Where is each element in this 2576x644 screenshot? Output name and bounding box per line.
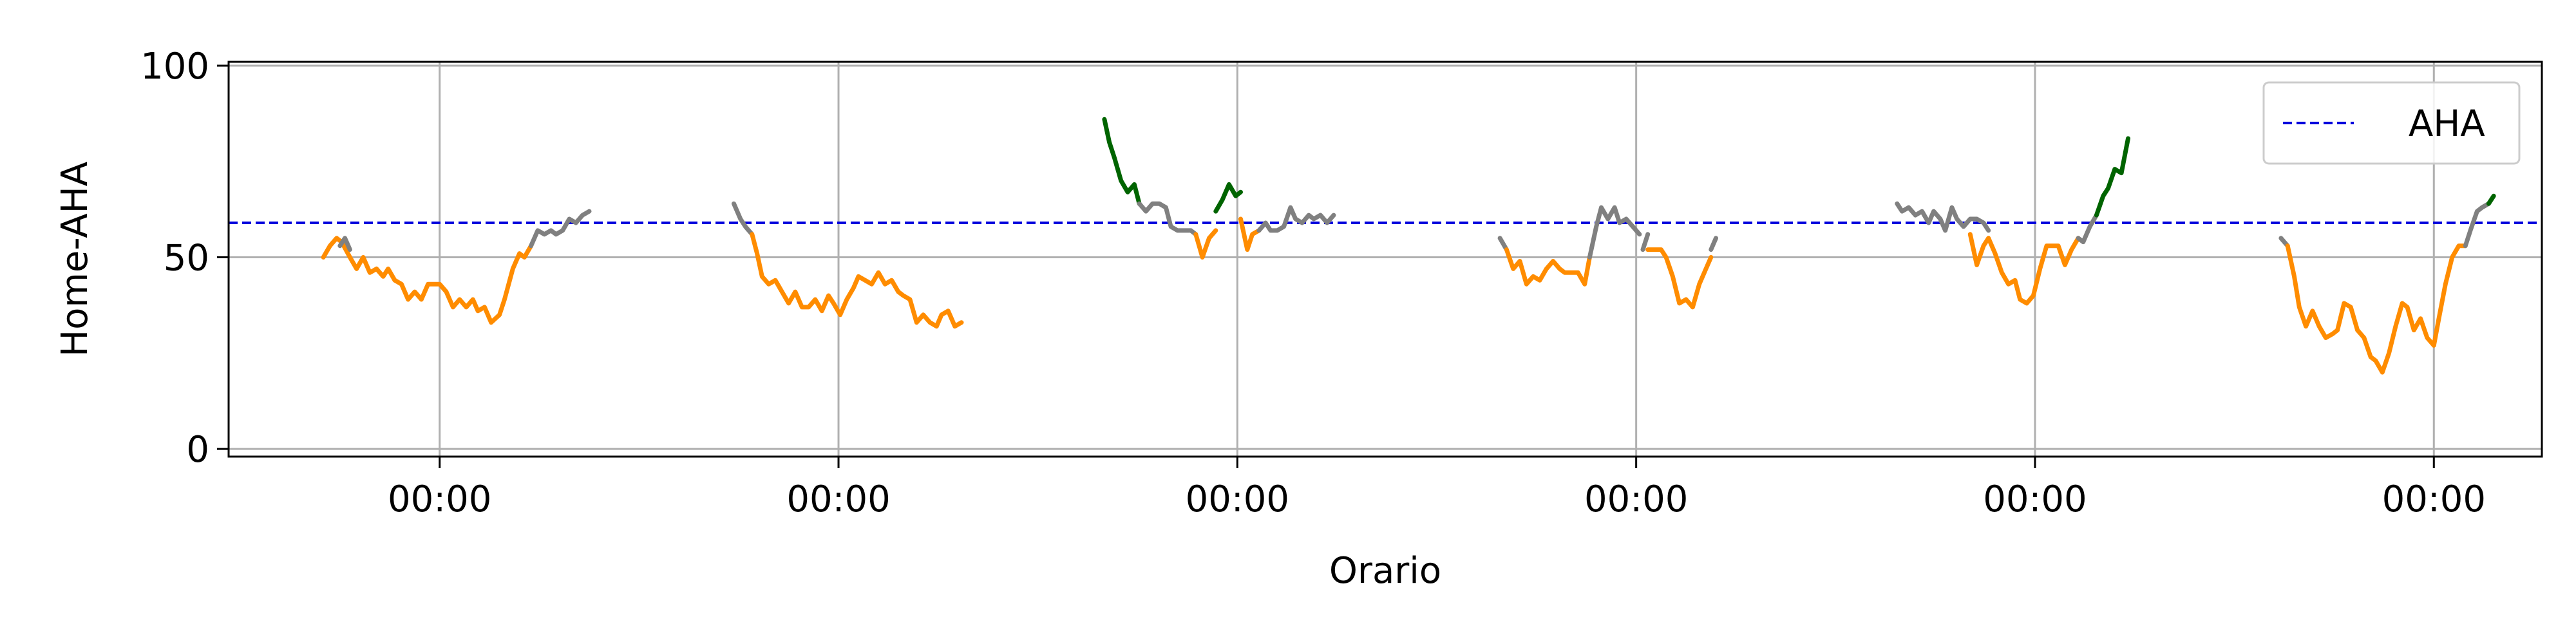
series-3-segment-5 [1238,216,1262,252]
series-6-segment-3 [2463,201,2491,249]
series-6-segment-2 [2285,243,2468,375]
series-5-segment-2 [1967,232,1991,267]
series-3-segment-3 [1193,228,1218,260]
series-group [321,117,2496,375]
x-tick-label-1: 00:00 [786,478,890,520]
y-tick-label-50: 50 [164,238,209,279]
series-2-segment-2 [750,232,964,329]
series-5-segment-5 [2094,136,2130,218]
x-tick-label-0: 00:00 [388,478,491,520]
x-tick-label-4: 00:00 [1983,478,2087,520]
x-tick-label-5: 00:00 [2382,478,2486,520]
series-1-segment-1 [321,236,534,325]
legend-label-aha: AHA [2409,103,2485,145]
y-axis-label: Home-AHA [54,162,96,357]
series-4-segment-2 [1504,247,1592,287]
y-tick-label-0: 0 [186,429,209,471]
plot-frame [227,61,2543,458]
series-4-segment-3 [1587,205,1642,260]
legend: AHA [2262,81,2521,165]
series-4-segment-5 [1645,247,1714,310]
series-5-segment-1 [1895,201,1991,233]
series-1-segment-3 [529,209,592,249]
series-4-segment-4 [1640,232,1651,252]
series-3-segment-4 [1213,182,1243,214]
series-3-segment-6 [1256,205,1336,233]
x-tick-label-2: 00:00 [1186,478,1289,520]
x-tick-label-3: 00:00 [1584,478,1688,520]
x-axis-ticks: 00:00 00:00 00:00 00:00 00:00 00:00 [388,457,2486,520]
y-axis-ticks: 0 50 100 [140,46,229,471]
legend-box [2262,81,2521,165]
grid [229,62,2542,457]
series-1-segment-2 [337,236,352,252]
y-tick-label-100: 100 [140,46,209,88]
series-2-segment-1 [732,201,755,237]
series-5-segment-3 [1986,236,2081,306]
series-3-segment-1 [1102,117,1142,206]
series-6-segment-4 [2486,193,2496,206]
series-3-segment-2 [1137,201,1198,237]
series-4-segment-6 [1709,236,1718,252]
x-axis-label: Orario [1329,550,1441,592]
series-5-segment-4 [2076,213,2099,245]
